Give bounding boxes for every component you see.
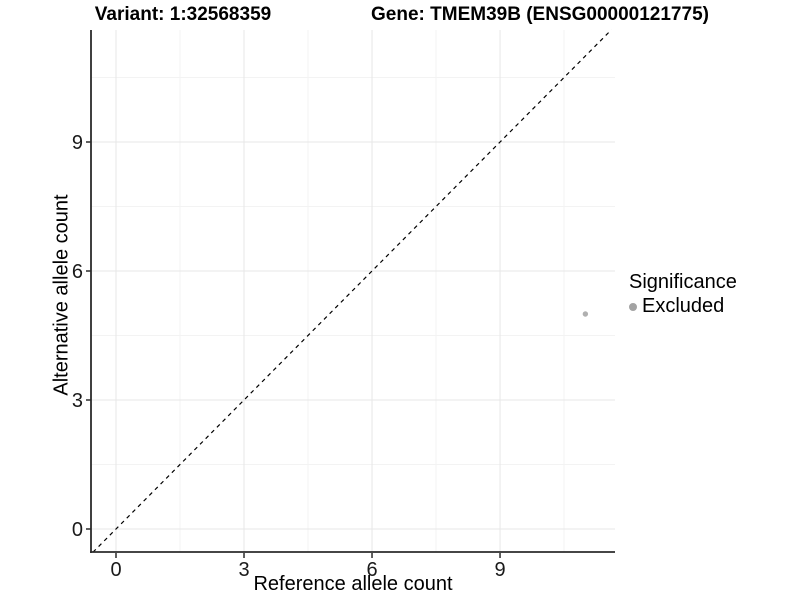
y-axis-title: Alternative allele count xyxy=(50,194,73,396)
y-tick-label: 3 xyxy=(72,390,83,412)
y-tick-label: 9 xyxy=(72,132,83,154)
x-tick-label: 3 xyxy=(238,559,249,581)
y-tick-label: 6 xyxy=(72,261,83,283)
x-axis-title: Reference allele count xyxy=(253,573,453,595)
x-tick-label: 9 xyxy=(494,559,505,581)
identity-line xyxy=(92,29,612,553)
legend-item-excluded: Excluded xyxy=(629,295,737,318)
legend-title: Significance xyxy=(629,271,737,293)
x-tick-label: 6 xyxy=(366,559,377,581)
variant-title: Variant: 1:32568359 xyxy=(94,4,272,25)
legend-item-label: Excluded xyxy=(642,295,725,317)
legend: Significance Excluded xyxy=(629,271,737,318)
legend-key-dot xyxy=(629,302,637,311)
y-tick-label: 0 xyxy=(72,519,83,541)
data-point xyxy=(582,311,589,317)
x-tick-label: 0 xyxy=(110,559,121,581)
gene-title: Gene: TMEM39B (ENSG00000121775) xyxy=(371,4,709,25)
